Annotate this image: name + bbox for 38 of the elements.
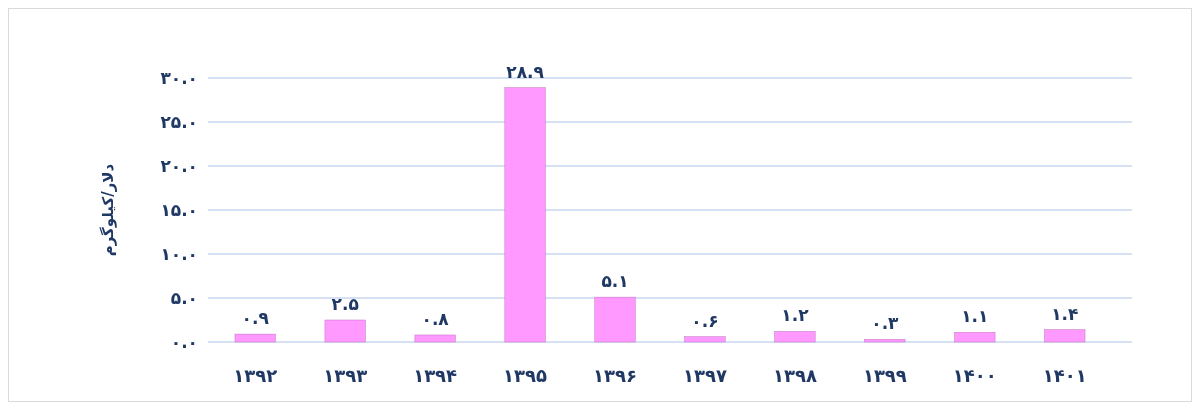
y-tick-label: ۱۵.۰: [160, 199, 198, 220]
y-tick-label: ۳۰.۰: [160, 67, 198, 88]
x-tick-label: ۱۴۰۱: [1042, 365, 1087, 386]
bar: [954, 332, 996, 343]
bar: [594, 296, 636, 343]
bar: [504, 87, 546, 343]
bar: [324, 319, 366, 343]
data-label: ۲۸.۹: [506, 61, 545, 82]
x-tick-label: ۱۳۹۴: [413, 365, 458, 386]
x-tick-label: ۱۳۹۵: [503, 365, 548, 386]
x-tick-label: ۱۳۹۶: [593, 365, 637, 386]
data-label: ۱.۴: [1051, 303, 1079, 324]
bar: [684, 336, 726, 343]
data-label: ۱.۱: [961, 306, 989, 327]
data-label: ۰.۸: [421, 308, 450, 329]
data-label: ۵.۱: [601, 271, 629, 292]
x-tick-label: ۱۳۹۷: [683, 365, 727, 386]
x-tick-label: ۱۳۹۳: [323, 365, 368, 386]
y-tick-label: ۰.۰: [170, 331, 198, 352]
y-axis-title: دلار/کیلوگرم: [99, 163, 117, 257]
data-label: ۰.۹: [241, 308, 270, 329]
bar: [774, 331, 816, 343]
x-tick-label: ۱۳۹۲: [233, 365, 278, 386]
y-tick-label: ۲۵.۰: [160, 111, 198, 132]
data-label: ۱.۲: [781, 305, 810, 326]
y-tick-label: ۲۰.۰: [160, 155, 198, 176]
data-label: ۰.۶: [691, 310, 719, 331]
bar: [864, 339, 906, 343]
x-tick-label: ۱۳۹۹: [862, 365, 907, 386]
y-tick-label: ۵.۰: [170, 287, 198, 308]
bar: [414, 334, 456, 343]
bar: [1044, 329, 1086, 343]
y-tick-label: ۱۰.۰: [160, 243, 198, 264]
data-label: ۰.۳: [871, 313, 900, 334]
data-label: ۲.۵: [331, 294, 359, 314]
x-tick-label: ۱۴۰۰: [952, 365, 997, 386]
x-tick-label: ۱۳۹۸: [772, 365, 817, 386]
bar: [234, 333, 276, 343]
